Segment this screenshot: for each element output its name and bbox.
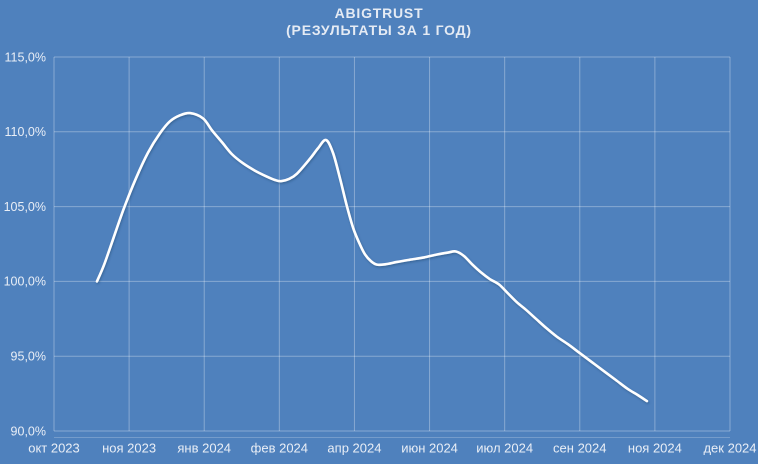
x-tick-label: дек 2024 bbox=[703, 441, 756, 456]
x-tick-label: окт 2023 bbox=[28, 441, 80, 456]
chart-title-line2: (РЕЗУЛЬТАТЫ ЗА 1 ГОД) bbox=[286, 22, 472, 38]
series-line bbox=[95, 111, 649, 403]
y-tick-label: 105,0% bbox=[4, 200, 46, 214]
x-tick-label: апр 2024 bbox=[327, 441, 381, 456]
y-tick-label: 100,0% bbox=[4, 275, 46, 289]
y-tick-label: 95,0% bbox=[11, 350, 46, 364]
x-tick-label: янв 2024 bbox=[177, 441, 231, 456]
y-tick-label: 110,0% bbox=[5, 125, 46, 139]
x-tick-label: ноя 2023 bbox=[102, 441, 156, 456]
y-tick-label: 115,0% bbox=[5, 50, 46, 64]
y-tick-label: 90,0% bbox=[11, 424, 46, 438]
chart-title: ABIGTRUST (РЕЗУЛЬТАТЫ ЗА 1 ГОД) bbox=[0, 5, 758, 39]
x-tick-label: июл 2024 bbox=[476, 441, 533, 456]
chart-title-line1: ABIGTRUST bbox=[334, 5, 424, 21]
x-tick-label: ноя 2024 bbox=[628, 441, 682, 456]
x-tick-label: сен 2024 bbox=[553, 441, 606, 456]
x-tick-label: фев 2024 bbox=[251, 441, 308, 456]
x-tick-label: июн 2024 bbox=[401, 441, 458, 456]
